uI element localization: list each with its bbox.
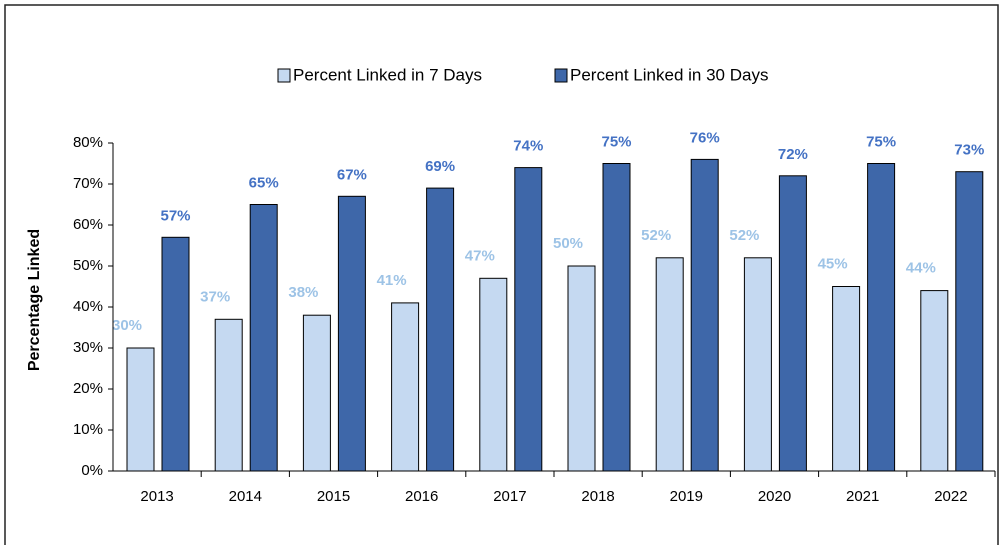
bar	[690, 158, 719, 472]
legend-swatch	[277, 68, 291, 83]
y-tick-label: 40%	[73, 298, 103, 315]
value-label: 76%	[690, 129, 720, 146]
bar	[778, 175, 807, 472]
bar	[514, 167, 543, 472]
bar	[832, 286, 861, 472]
bar	[867, 163, 896, 472]
x-tick-label: 2013	[140, 488, 173, 505]
y-tick-label: 30%	[73, 339, 103, 356]
value-label: 38%	[288, 284, 318, 301]
bar	[337, 195, 366, 472]
value-label: 73%	[954, 142, 984, 159]
y-tick-label: 0%	[81, 462, 103, 479]
value-label: 52%	[729, 227, 759, 244]
y-tick-label: 80%	[73, 134, 103, 151]
legend-swatch	[554, 68, 568, 83]
bar	[249, 204, 278, 472]
bar	[655, 257, 684, 472]
value-label: 67%	[337, 166, 367, 183]
x-tick-label: 2020	[758, 488, 791, 505]
x-tick-label: 2014	[229, 488, 262, 505]
x-tick-label: 2021	[846, 488, 879, 505]
x-tick-label: 2018	[581, 488, 614, 505]
bar	[391, 302, 420, 472]
x-tick-label: 2016	[405, 488, 438, 505]
value-label: 69%	[425, 158, 455, 175]
bar	[302, 314, 331, 472]
value-label: 41%	[377, 272, 407, 289]
y-tick-label: 60%	[73, 216, 103, 233]
bar	[602, 163, 631, 472]
bar	[479, 277, 508, 472]
bar	[567, 265, 596, 472]
value-label: 75%	[601, 133, 631, 150]
value-label: 37%	[200, 288, 230, 305]
x-tick-label: 2017	[493, 488, 526, 505]
y-axis-title: Percentage Linked	[26, 229, 43, 371]
y-tick-label: 50%	[73, 257, 103, 274]
x-tick-label: 2015	[317, 488, 350, 505]
bar	[426, 187, 455, 472]
value-label: 65%	[249, 174, 279, 191]
value-label: 72%	[778, 146, 808, 163]
value-label: 47%	[465, 247, 495, 264]
value-label: 74%	[513, 138, 543, 155]
bar	[955, 171, 984, 472]
value-label: 57%	[160, 207, 190, 224]
y-tick-label: 70%	[73, 175, 103, 192]
legend-label: Percent Linked in 7 Days	[293, 65, 482, 84]
value-label: 75%	[866, 133, 896, 150]
y-tick-label: 10%	[73, 421, 103, 438]
x-tick-label: 2022	[934, 488, 967, 505]
y-tick-label: 20%	[73, 380, 103, 397]
bar	[126, 347, 155, 472]
bar	[743, 257, 772, 472]
value-label: 45%	[818, 255, 848, 272]
x-tick-label: 2019	[670, 488, 703, 505]
value-label: 52%	[641, 227, 671, 244]
value-label: 30%	[112, 317, 142, 334]
bar	[214, 318, 243, 472]
bar	[920, 290, 949, 472]
bar	[161, 236, 190, 472]
value-label: 50%	[553, 235, 583, 252]
value-label: 44%	[906, 260, 936, 277]
legend-label: Percent Linked in 30 Days	[570, 65, 768, 84]
